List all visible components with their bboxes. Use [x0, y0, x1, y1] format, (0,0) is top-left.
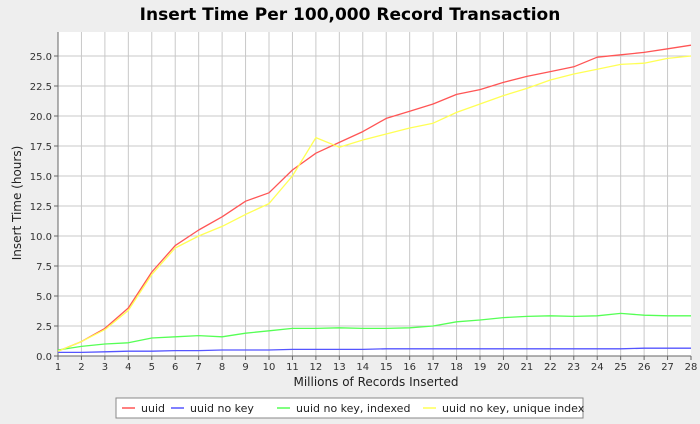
x-tick-label: 20: [497, 362, 510, 373]
x-tick-label: 28: [685, 362, 698, 373]
x-tick-label: 25: [614, 362, 627, 373]
x-tick-label: 14: [356, 362, 369, 373]
y-tick-label: 5.0: [36, 292, 52, 303]
legend-label: uuid no key: [190, 402, 254, 415]
x-tick-label: 4: [125, 362, 131, 373]
y-tick-label: 20.0: [30, 112, 52, 123]
legend-label: uuid no key, indexed: [296, 402, 410, 415]
x-tick-label: 24: [591, 362, 604, 373]
x-tick-label: 6: [172, 362, 178, 373]
x-tick-label: 21: [521, 362, 534, 373]
series-line-2: [58, 347, 691, 354]
x-tick-label: 15: [380, 362, 393, 373]
y-axis-label: Insert Time (hours): [10, 146, 24, 261]
series-line-4: [57, 55, 692, 352]
x-tick-label: 1: [55, 362, 61, 373]
x-tick-label: 26: [638, 362, 651, 373]
x-tick-label: 18: [450, 362, 463, 373]
x-tick-label: 10: [263, 362, 276, 373]
series-line-1: [57, 44, 692, 352]
x-tick-label: 2: [78, 362, 84, 373]
x-tick-label: 17: [427, 362, 440, 373]
legend: uuid uuid no key uuid no key, indexed uuid …: [115, 397, 585, 419]
legend-label: uuid no key, unique index: [442, 402, 585, 415]
x-tick-label: 16: [403, 362, 416, 373]
y-tick-label: 22.5: [30, 82, 52, 93]
legend-label: uuid: [141, 402, 165, 415]
y-axis-ticks: 0.0 2.5 5.0 7.5 10.0 12.5 15.0 17.5 20.0 22.5 25.0: [30, 52, 58, 363]
x-tick-label: 13: [333, 362, 346, 373]
y-tick-label: 10.0: [30, 232, 52, 243]
x-tick-label: 7: [195, 362, 201, 373]
series-line-3: [57, 312, 691, 351]
x-axis-ticks: 1 2 3 4 5 6 7 8 9 10 11 12 13 14 15 16 17 18 19 20 21 22 23 24 2…: [55, 356, 698, 373]
y-tick-label: 12.5: [30, 202, 52, 213]
chart-title: Insert Time Per 100,000 Record Transacti…: [140, 5, 561, 25]
x-tick-label: 3: [102, 362, 108, 373]
legend-box: [115, 397, 584, 419]
x-tick-label: 9: [242, 362, 248, 373]
y-tick-label: 0.0: [36, 352, 52, 363]
x-tick-label: 12: [310, 362, 323, 373]
series-lines: [57, 44, 692, 354]
x-tick-label: 19: [474, 362, 487, 373]
x-tick-label: 11: [286, 362, 299, 373]
x-tick-label: 22: [544, 362, 557, 373]
y-tick-label: 17.5: [30, 142, 52, 153]
y-tick-label: 15.0: [30, 172, 52, 183]
x-tick-label: 5: [149, 362, 155, 373]
plot-area: [58, 32, 691, 356]
x-tick-label: 23: [567, 362, 580, 373]
y-tick-label: 2.5: [36, 322, 52, 333]
gridlines: [58, 32, 691, 356]
x-tick-label: 8: [219, 362, 225, 373]
y-tick-label: 25.0: [30, 52, 52, 63]
y-tick-label: 7.5: [36, 262, 52, 273]
x-axis-label: Millions of Records Inserted: [293, 375, 458, 389]
x-tick-label: 27: [661, 362, 674, 373]
